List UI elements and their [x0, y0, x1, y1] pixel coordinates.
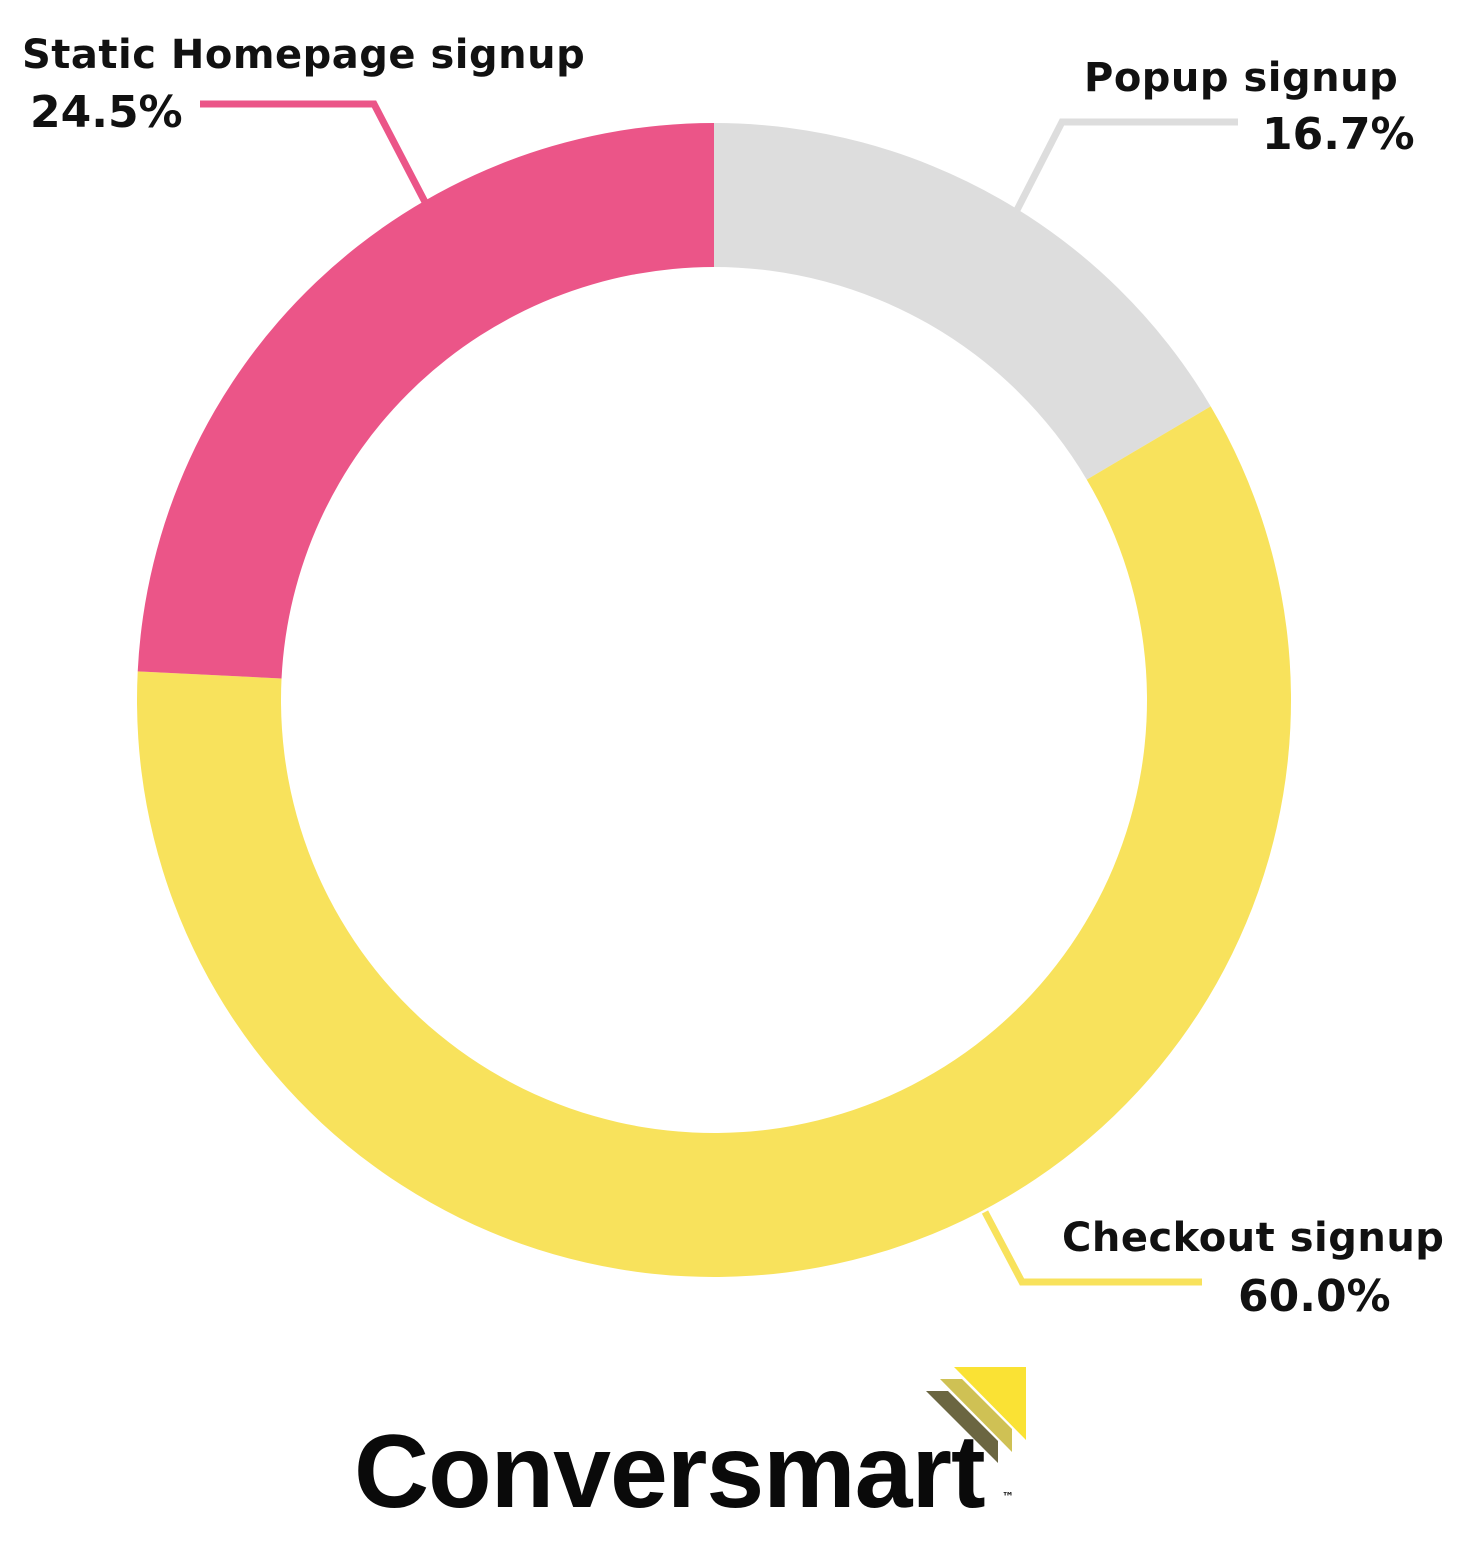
value-checkout: 60.0%: [1238, 1271, 1391, 1322]
logo-triangle-dark: [926, 1391, 998, 1463]
logo-triangle-yellow: [954, 1367, 1026, 1440]
slice-static-homepage-signup: [137, 123, 714, 679]
leader-line-checkout-signup: [981, 1210, 1202, 1286]
value-popup: 16.7%: [1262, 109, 1415, 160]
value-static-homepage: 24.5%: [30, 87, 183, 138]
logo-triangle-mid: [940, 1379, 1012, 1452]
label-static-homepage: Static Homepage signup: [22, 32, 586, 78]
label-checkout: Checkout signup: [1062, 1215, 1445, 1261]
conversmart-logo-text: Conversmart: [354, 1414, 986, 1530]
label-popup: Popup signup: [1084, 55, 1399, 101]
slice-popup-signup: [714, 123, 1211, 480]
leader-line-static-homepage-signup: [200, 100, 429, 204]
leader-line-popup-signup: [1013, 118, 1238, 212]
slice-checkout-signup: [137, 406, 1292, 1278]
trademark: ™: [1002, 1490, 1014, 1504]
